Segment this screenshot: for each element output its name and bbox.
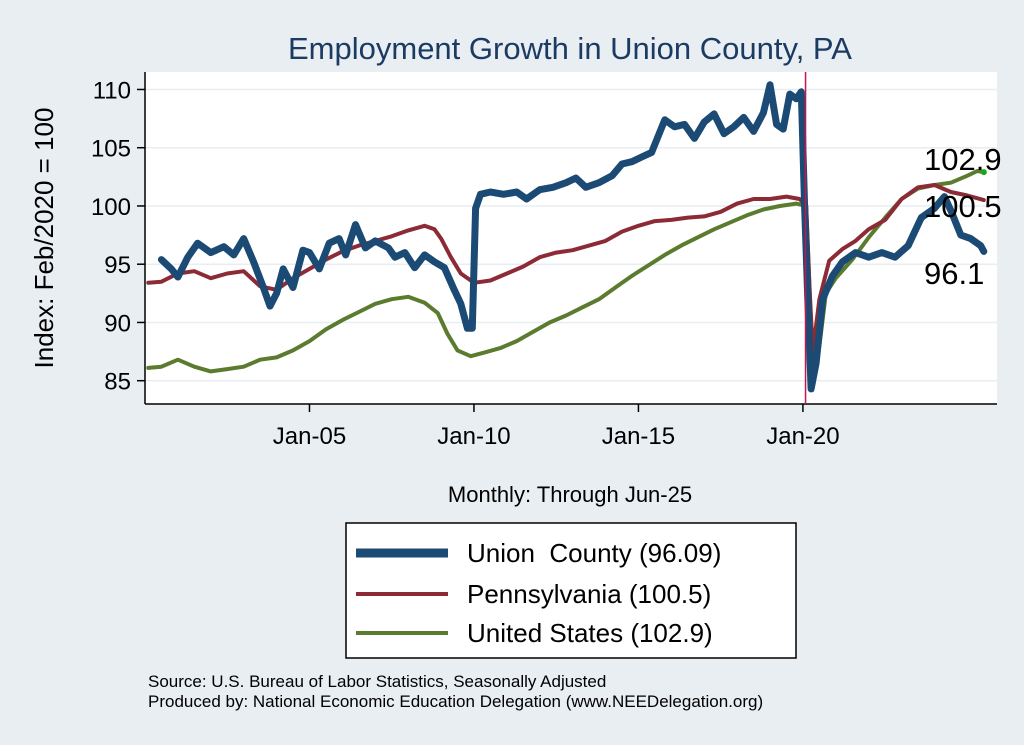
legend-label-united-states: United States (102.9) xyxy=(467,618,713,648)
y-tick-label: 100 xyxy=(91,194,131,221)
end-label-union-county: 96.1 xyxy=(924,256,984,291)
series-layer xyxy=(146,72,988,404)
legend: Union County (96.09) Pennsylvania (100.5… xyxy=(345,522,797,659)
plot-area xyxy=(145,72,997,404)
y-tick-label: 110 xyxy=(93,77,131,104)
source-note: Source: U.S. Bureau of Labor Statistics,… xyxy=(148,672,763,712)
chart-title: Employment Growth in Union County, PA xyxy=(288,31,852,66)
y-tick-label: 105 xyxy=(91,136,131,163)
end-label-united-states: 102.9 xyxy=(924,142,1002,177)
y-tick-label: 95 xyxy=(104,252,131,279)
gridlines xyxy=(145,88,997,382)
axes: 85 90 95 100 105 110 Jan-05 Jan-10 Jan-15 Jan-20 xyxy=(91,72,997,450)
x-tick-label: Jan-10 xyxy=(437,423,510,450)
x-tick-label: Jan-20 xyxy=(766,423,839,450)
y-axis-label: Index: Feb/2020 = 100 xyxy=(29,108,59,369)
legend-box xyxy=(345,522,797,659)
produced-by-text: Produced by: National Economic Education… xyxy=(148,692,764,711)
x-tick-label: Jan-15 xyxy=(602,423,675,450)
source-text: Source: U.S. Bureau of Labor Statistics,… xyxy=(148,672,607,691)
x-axis-label: Monthly: Through Jun-25 xyxy=(448,482,692,507)
end-labels: 96.1 100.5 102.9 xyxy=(924,142,1002,291)
end-label-pennsylvania: 100.5 xyxy=(924,189,1002,224)
y-tick-label: 90 xyxy=(104,310,131,337)
series-line-united-states xyxy=(146,169,986,378)
y-tick-label: 85 xyxy=(104,369,131,396)
series-line-union-county xyxy=(157,81,988,393)
x-tick-label: Jan-05 xyxy=(273,423,346,450)
us-end-marker xyxy=(980,169,987,176)
legend-label-union-county: Union County (96.09) xyxy=(467,538,721,568)
series-line-pennsylvania xyxy=(146,183,986,354)
legend-label-pennsylvania: Pennsylvania (100.5) xyxy=(467,579,711,609)
